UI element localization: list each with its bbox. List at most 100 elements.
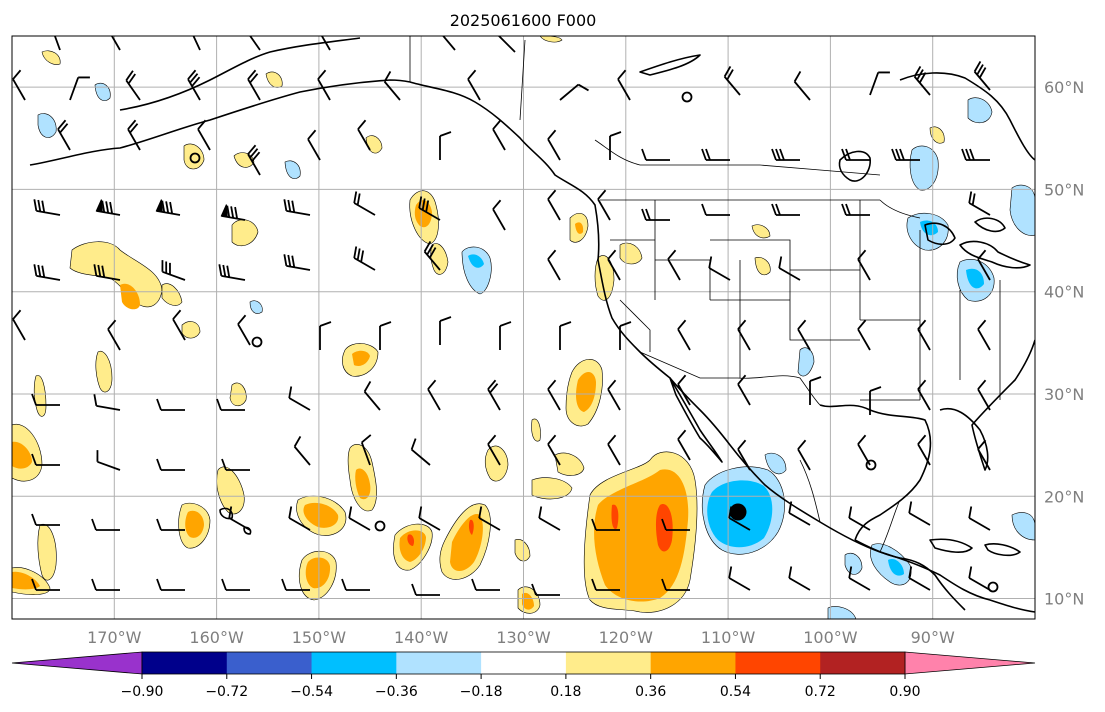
wind-barb [220, 204, 246, 221]
coastline [854, 539, 966, 611]
barb-feather [467, 69, 477, 80]
barb-feather [848, 506, 853, 519]
wind-barb [125, 70, 141, 101]
barb-feather [471, 578, 477, 591]
barb-feather [101, 265, 106, 278]
contour-fill [216, 466, 245, 515]
barb-feather [360, 250, 365, 263]
colorbar-segment [481, 652, 567, 674]
wind-barb [609, 131, 622, 160]
wind-barb [857, 319, 871, 351]
contour-fill [355, 468, 371, 500]
coastline [639, 54, 701, 76]
contour-fill [95, 350, 113, 393]
barb-feather [771, 203, 777, 216]
wind-barb [33, 199, 61, 216]
wind-barb [723, 66, 741, 96]
barb-feather [244, 21, 255, 31]
barb-feather [93, 264, 98, 276]
wind-barb [172, 309, 186, 341]
contour-fill [12, 571, 40, 590]
barb-feather [607, 434, 617, 445]
wind-barb [968, 506, 991, 531]
barb-staff [913, 76, 931, 96]
wind-barb [891, 148, 920, 161]
contour-fill [303, 502, 339, 528]
wind-barb [187, 69, 201, 101]
wind-barb [797, 439, 811, 471]
barb-feather [788, 566, 793, 579]
barb-staff [497, 36, 516, 53]
contour-fill [967, 97, 993, 124]
barb-staff [492, 128, 506, 151]
barb-staff [723, 76, 741, 96]
barb-flag [155, 199, 163, 213]
wind-barb [677, 374, 691, 406]
wind-barb [737, 439, 751, 471]
wind-barb [788, 566, 811, 591]
wind-barb [492, 119, 506, 151]
barb-feather [728, 566, 733, 579]
barb-staff [737, 328, 751, 351]
barb-staff [857, 328, 871, 351]
barb-feather [609, 131, 622, 137]
barb-feather [418, 196, 423, 209]
barb-feather [348, 506, 353, 519]
barb-feather [161, 260, 164, 272]
barb-feather [775, 203, 781, 216]
contour-fill [764, 452, 787, 475]
barb-feather [961, 148, 967, 161]
wind-barb [93, 394, 121, 411]
contour-fill [37, 523, 57, 581]
wind-barb [288, 386, 311, 411]
barb-feather [607, 249, 617, 260]
colorbar-extend-min [11, 651, 143, 675]
barb-feather [317, 69, 327, 80]
graticule [12, 36, 1035, 619]
barb-feather [31, 453, 37, 466]
colorbar-segment [820, 652, 906, 674]
wind-barb [677, 429, 691, 461]
barb-feather [106, 20, 118, 29]
barb-staff [968, 517, 991, 531]
barb-feather [363, 381, 372, 393]
barb-feather [547, 129, 557, 140]
barb-staff [189, 36, 201, 51]
coastline [838, 150, 871, 182]
barb-staff [607, 443, 621, 466]
wind-barb [247, 69, 261, 101]
barb-staff [737, 448, 751, 471]
wind-barb [607, 379, 621, 411]
contour-fill [514, 539, 531, 562]
barb-feather [418, 506, 423, 519]
latitude-tick-labels: 60°N 50°N 40°N 30°N 20°N 10°N [1044, 78, 1084, 608]
barb-staff [547, 443, 561, 466]
barb-feather [538, 506, 543, 519]
wind-barb [216, 398, 245, 411]
barb-feather [857, 249, 867, 260]
contour-fill [522, 592, 534, 610]
wind-barb [968, 191, 991, 216]
coastline [119, 37, 361, 111]
calm-circle-marker [374, 520, 386, 532]
barb-feather [379, 321, 392, 327]
barb-feather [968, 566, 973, 579]
wind-barb [737, 374, 751, 406]
barb-feather [307, 129, 317, 140]
barb-feather [288, 506, 293, 519]
barb-feather [771, 148, 777, 161]
colorbar-tick-label: −0.54 [290, 684, 333, 700]
coastline [929, 538, 973, 553]
wind-barb [221, 458, 250, 471]
barb-feather [356, 193, 361, 206]
barb-feather [968, 506, 973, 519]
wind-barb [12, 309, 26, 341]
barb-feather [191, 76, 201, 87]
wind-barb [155, 199, 181, 216]
barb-feather [977, 439, 987, 450]
contour-fill [909, 145, 939, 191]
barb-staff [973, 71, 991, 91]
wind-barb [737, 319, 751, 351]
barb-feather [917, 434, 927, 445]
wind-barb [69, 76, 90, 101]
